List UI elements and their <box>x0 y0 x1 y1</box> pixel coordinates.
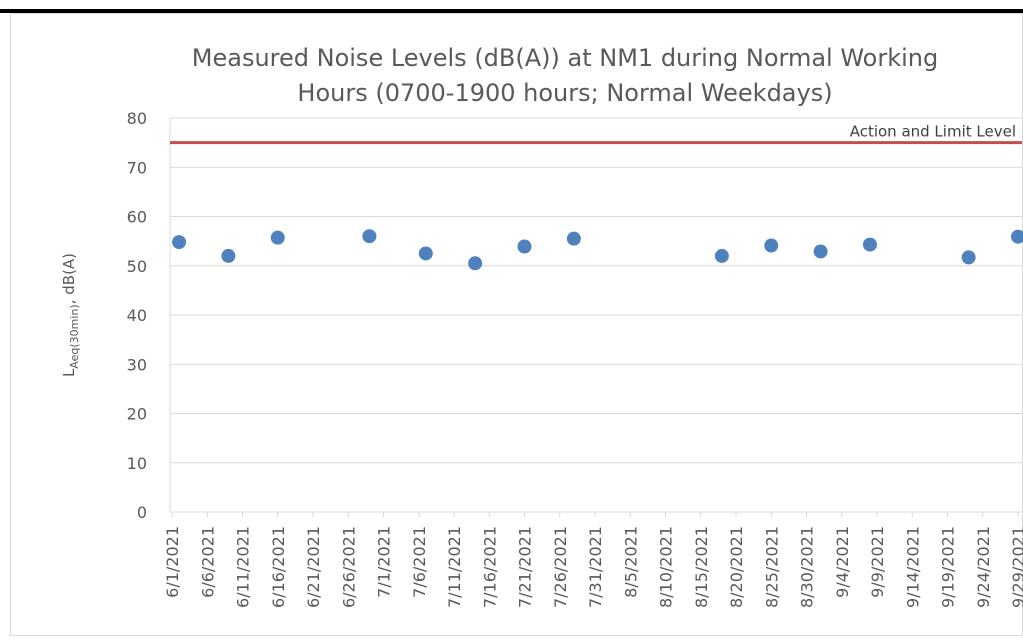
point <box>418 246 433 261</box>
point <box>714 248 729 263</box>
x-tick-label: 7/1/2021 <box>375 526 394 598</box>
x-tick-label: 7/16/2021 <box>480 526 499 608</box>
x-tick-label: 7/26/2021 <box>551 526 570 608</box>
point <box>362 229 377 244</box>
x-tick-label: 6/16/2021 <box>269 526 288 608</box>
y-tick-label: 50 <box>127 257 147 276</box>
y-tick-label: 10 <box>127 454 147 473</box>
x-tick-label: 6/6/2021 <box>198 526 217 598</box>
x-tick-label: 6/1/2021 <box>163 526 182 598</box>
chart-title: Measured Noise Levels (dB(A)) at NM1 dur… <box>192 44 938 72</box>
y-label-part: L <box>60 368 78 377</box>
point <box>764 238 779 253</box>
x-tick-label: 8/15/2021 <box>692 526 711 608</box>
y-tick-label: 60 <box>127 208 147 227</box>
top-bar <box>0 9 1023 13</box>
point <box>862 237 877 252</box>
point <box>961 250 976 265</box>
x-tick-label: 7/31/2021 <box>586 526 605 608</box>
chart-title: Hours (0700-1900 hours; Normal Weekdays) <box>297 79 832 107</box>
reference-label: Action and Limit Level <box>850 123 1016 141</box>
x-tick-label: 8/25/2021 <box>762 526 781 608</box>
chart-frame <box>10 13 1023 636</box>
y-tick-label: 0 <box>137 503 147 522</box>
y-label-sub: Aeq(30min) <box>68 304 81 368</box>
x-tick-label: 9/14/2021 <box>903 526 922 608</box>
y-tick-label: 70 <box>127 158 147 177</box>
x-tick-label: 7/6/2021 <box>410 526 429 598</box>
x-tick-label: 6/11/2021 <box>234 526 253 608</box>
point <box>468 256 483 271</box>
point <box>1011 229 1023 244</box>
x-tick-label: 9/4/2021 <box>833 526 852 598</box>
x-tick-label: 6/26/2021 <box>339 526 358 608</box>
y-tick-label: 40 <box>127 306 147 325</box>
x-tick-label: 8/30/2021 <box>798 526 817 608</box>
x-tick-label: 9/24/2021 <box>974 526 993 608</box>
y-axis-label: LAeq(30min), dB(A) <box>60 253 81 377</box>
x-tick-label: 8/20/2021 <box>727 526 746 608</box>
point <box>270 230 285 245</box>
point <box>172 235 187 250</box>
point <box>517 239 532 254</box>
x-tick-label: 6/21/2021 <box>304 526 323 608</box>
x-tick-label: 9/19/2021 <box>939 526 958 608</box>
x-tick-label: 9/29/2021 <box>1009 526 1023 608</box>
x-tick-label: 8/10/2021 <box>657 526 676 608</box>
x-tick-label: 8/5/2021 <box>621 526 640 598</box>
y-tick-label: 30 <box>127 355 147 374</box>
y-label-part: , dB(A) <box>60 253 78 304</box>
y-tick-label: 80 <box>127 109 147 128</box>
x-tick-label: 9/9/2021 <box>868 526 887 598</box>
point <box>566 231 581 246</box>
point <box>221 248 236 263</box>
x-tick-label: 7/21/2021 <box>516 526 535 608</box>
point <box>813 244 828 259</box>
y-tick-label: 20 <box>127 405 147 424</box>
x-tick-label: 7/11/2021 <box>445 526 464 608</box>
